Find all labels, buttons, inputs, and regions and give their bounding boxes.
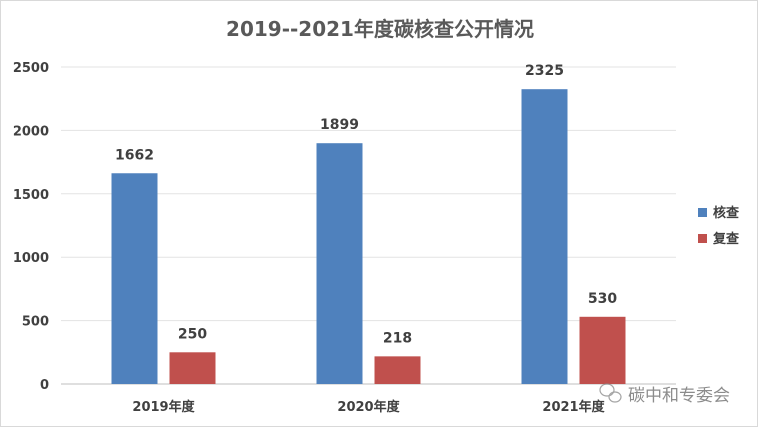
data-label: 2325 bbox=[525, 63, 564, 79]
bar bbox=[316, 143, 363, 384]
bar bbox=[521, 89, 568, 384]
data-label: 530 bbox=[588, 291, 617, 307]
x-tick-label: 2020年度 bbox=[337, 399, 400, 415]
chart-title: 2019--2021年度碳核查公开情况 bbox=[226, 17, 534, 41]
bar bbox=[374, 356, 421, 384]
bar bbox=[579, 316, 626, 384]
legend-label: 复查 bbox=[712, 231, 740, 247]
y-tick-label: 2000 bbox=[13, 124, 49, 139]
data-label: 250 bbox=[178, 326, 207, 342]
watermark-text: 碳中和专委会 bbox=[628, 386, 730, 406]
data-label: 1899 bbox=[320, 117, 359, 133]
x-tick-label: 2021年度 bbox=[542, 399, 605, 415]
watermark: 碳中和专委会 bbox=[599, 383, 730, 406]
data-label: 218 bbox=[383, 330, 412, 346]
bar bbox=[111, 173, 158, 384]
y-tick-label: 1000 bbox=[13, 251, 49, 266]
y-tick-label: 500 bbox=[22, 315, 49, 330]
legend-label: 核查 bbox=[713, 205, 740, 221]
y-tick-label: 0 bbox=[40, 378, 49, 393]
bar bbox=[169, 352, 216, 384]
x-tick-label: 2019年度 bbox=[132, 399, 195, 415]
data-label: 1662 bbox=[115, 147, 154, 163]
legend-swatch bbox=[698, 234, 707, 243]
y-tick-label: 2500 bbox=[13, 61, 49, 76]
y-tick-label: 1500 bbox=[13, 188, 49, 203]
wechat-icon bbox=[599, 383, 622, 403]
legend-swatch bbox=[698, 208, 707, 217]
